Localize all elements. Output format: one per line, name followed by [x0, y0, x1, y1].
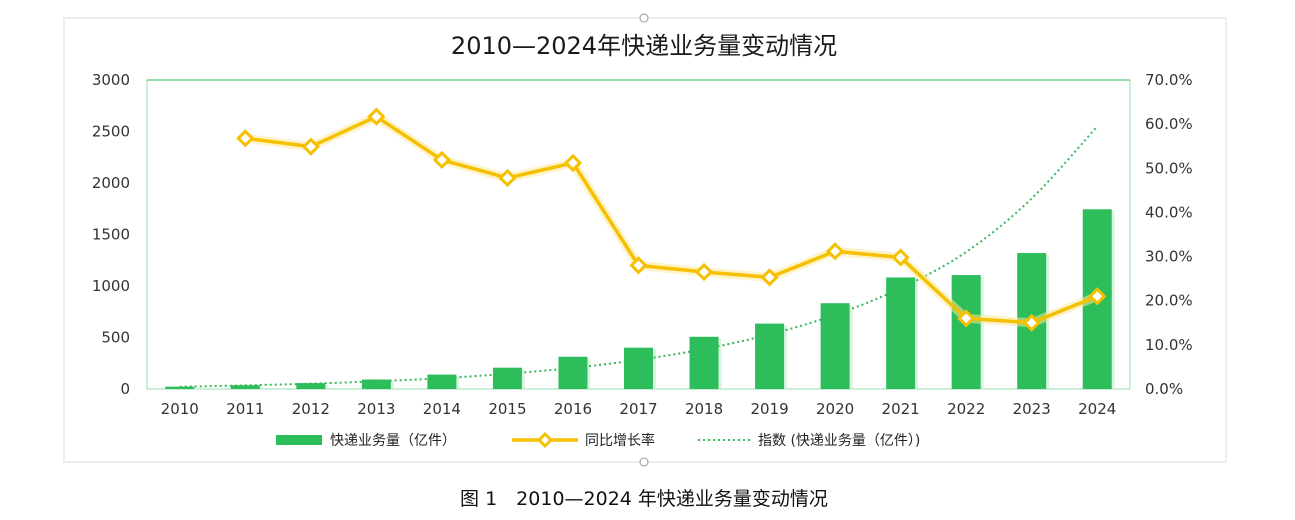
- bar-series: [165, 209, 1115, 389]
- frame-handle-top: [639, 13, 649, 23]
- chart-border: [63, 17, 1227, 463]
- right-tick-label: 70.0%: [1145, 71, 1193, 89]
- left-tick-label: 0: [120, 380, 130, 398]
- left-tick-label: 2500: [92, 123, 130, 141]
- legend-growth-label: 同比增长率: [585, 432, 655, 449]
- legend-bar-swatch: [276, 435, 322, 445]
- x-tick-label: 2023: [1013, 400, 1051, 418]
- growth-point: [1022, 313, 1041, 332]
- growth-point: [432, 150, 452, 170]
- right-tick-label: 10.0%: [1145, 336, 1193, 354]
- growth-point: [891, 248, 910, 267]
- x-tick-label: 2019: [750, 400, 788, 418]
- chart-title: 2010—2024年快递业务量变动情况: [451, 32, 837, 60]
- growth-point: [367, 107, 386, 126]
- legend-bar-label: 快递业务量（亿件）: [330, 433, 456, 449]
- left-axis-ticks: 0 500 1000 1500 2000 2500 3000: [92, 71, 130, 398]
- growth-point: [694, 262, 714, 282]
- bar: [755, 323, 785, 389]
- growth-series: [236, 107, 1107, 332]
- x-tick-label: 2011: [226, 400, 264, 418]
- x-tick-label: 2017: [619, 400, 657, 418]
- bar: [296, 383, 326, 389]
- bar: [230, 385, 260, 389]
- x-tick-label: 2016: [554, 400, 592, 418]
- bar: [558, 356, 588, 389]
- bar: [361, 379, 391, 389]
- x-tick-label: 2018: [685, 400, 723, 418]
- left-tick-label: 2000: [92, 174, 130, 192]
- x-tick-label: 2012: [292, 400, 330, 418]
- left-tick-label: 1000: [92, 277, 130, 295]
- frame-handle-bottom: [639, 457, 649, 467]
- bar: [886, 277, 916, 389]
- growth-point: [629, 256, 648, 275]
- x-tick-label: 2015: [488, 400, 526, 418]
- x-axis-ticks: 2010 2011 2012 2013 2014 2015 2016 2017 2018 2019…: [161, 400, 1117, 418]
- bar: [689, 336, 719, 389]
- growth-point: [1088, 287, 1107, 306]
- growth-point: [957, 309, 976, 328]
- growth-point: [563, 153, 583, 173]
- growth-point: [760, 268, 779, 287]
- left-tick-label: 500: [101, 329, 130, 347]
- x-tick-label: 2020: [816, 400, 854, 418]
- legend: 快递业务量（亿件） 同比增长率 指数 (快递业务量（亿件）): [276, 431, 920, 449]
- x-tick-label: 2021: [882, 400, 920, 418]
- right-tick-label: 0.0%: [1145, 380, 1183, 398]
- figure-caption: 图 1 2010—2024 年快递业务量变动情况: [460, 488, 828, 510]
- bar: [624, 347, 653, 389]
- bar: [951, 275, 981, 389]
- left-tick-label: 1500: [92, 226, 130, 244]
- left-tick-label: 3000: [92, 71, 130, 89]
- bar: [820, 303, 850, 389]
- bar: [165, 386, 195, 389]
- growth-point: [825, 242, 845, 261]
- growth-point: [498, 168, 517, 188]
- right-tick-label: 50.0%: [1145, 159, 1193, 177]
- bar: [492, 367, 522, 389]
- x-tick-label: 2022: [947, 400, 985, 418]
- x-tick-label: 2010: [161, 400, 199, 418]
- chart-frame: [63, 13, 1227, 467]
- x-tick-label: 2013: [357, 400, 395, 418]
- right-tick-label: 60.0%: [1145, 115, 1193, 133]
- legend-index-label: 指数 (快递业务量（亿件）): [758, 433, 920, 449]
- right-axis-ticks: 0.0% 10.0% 20.0% 30.0% 40.0% 50.0% 60.0% 70.0%: [1145, 71, 1193, 398]
- bar: [427, 374, 457, 389]
- right-tick-label: 40.0%: [1145, 203, 1193, 221]
- right-tick-label: 30.0%: [1145, 248, 1193, 266]
- legend-growth-marker: [536, 431, 554, 449]
- growth-point: [236, 129, 255, 148]
- x-tick-label: 2014: [423, 400, 461, 418]
- right-tick-label: 20.0%: [1145, 292, 1193, 310]
- growth-point: [301, 137, 320, 156]
- x-tick-label: 2024: [1078, 400, 1116, 418]
- growth-line: [245, 114, 1098, 325]
